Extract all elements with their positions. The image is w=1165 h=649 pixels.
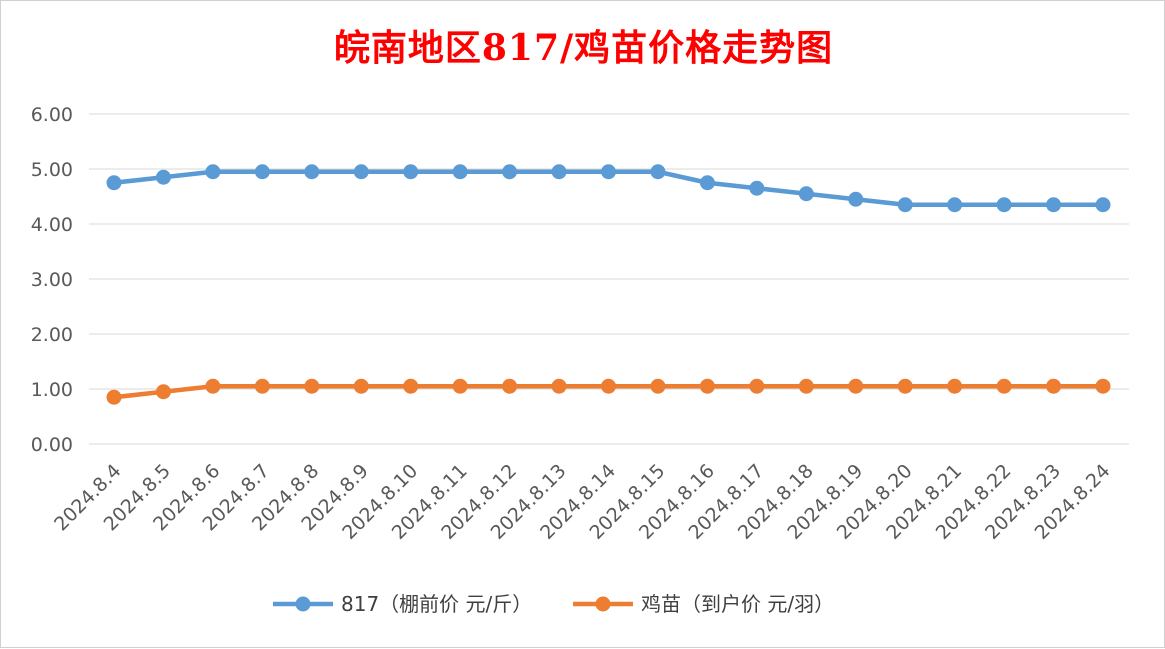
data-point (848, 378, 864, 394)
data-point (798, 186, 814, 202)
data-point (699, 378, 715, 394)
data-point (996, 378, 1012, 394)
data-point (403, 378, 419, 394)
data-point (947, 197, 963, 213)
data-point (106, 389, 122, 405)
data-point (650, 378, 666, 394)
data-point (699, 175, 715, 191)
data-point (897, 197, 913, 213)
data-point (551, 378, 567, 394)
legend-marker (595, 596, 611, 612)
data-point (1046, 378, 1062, 394)
y-tick-label: 1.00 (31, 379, 73, 401)
data-point (996, 197, 1012, 213)
data-point (601, 378, 616, 394)
chart-title: 皖南地区817/鸡苗价格走势图 (333, 27, 834, 69)
y-tick-label: 4.00 (31, 214, 73, 236)
y-tick-label: 5.00 (31, 159, 73, 181)
series-layer (106, 164, 1111, 405)
y-tick-label: 0.00 (31, 434, 73, 456)
data-point (1095, 197, 1111, 213)
data-point (749, 378, 765, 394)
legend: 817（棚前价 元/斤） 鸡苗（到户价 元/羽） (273, 592, 834, 616)
data-point (254, 164, 270, 180)
data-point (502, 378, 518, 394)
data-point (897, 378, 913, 394)
data-point (1095, 378, 1111, 394)
data-point (749, 180, 765, 196)
y-tick-label: 3.00 (31, 269, 73, 291)
data-point (353, 164, 369, 180)
legend-label: 817（棚前价 元/斤） (341, 592, 532, 616)
data-point (1046, 197, 1062, 213)
gridlines (89, 113, 1129, 445)
data-point (254, 378, 270, 394)
data-point (403, 164, 419, 180)
y-tick-label: 6.00 (31, 104, 73, 126)
data-point (106, 175, 122, 191)
data-point (798, 378, 814, 394)
data-point (650, 164, 666, 180)
legend-label: 鸡苗（到户价 元/羽） (641, 592, 834, 616)
y-axis-ticks: 0.00 1.00 2.00 3.00 4.00 5.00 6.00 (31, 104, 73, 456)
x-axis-ticks: 2024.8.42024.8.52024.8.62024.8.72024.8.8… (50, 460, 1114, 544)
data-point (551, 164, 567, 180)
data-point (205, 378, 221, 394)
data-point (848, 191, 864, 207)
data-point (947, 378, 963, 394)
data-point (155, 384, 171, 400)
y-tick-label: 2.00 (31, 324, 73, 346)
data-point (304, 164, 320, 180)
data-point (452, 164, 468, 180)
data-point (304, 378, 320, 394)
data-point (452, 378, 468, 394)
data-point (601, 164, 616, 180)
data-point (502, 164, 518, 180)
data-point (205, 164, 221, 180)
data-point (353, 378, 369, 394)
legend-marker (295, 596, 311, 612)
data-point (155, 169, 171, 185)
